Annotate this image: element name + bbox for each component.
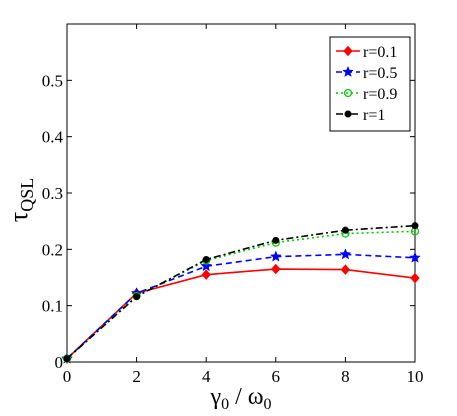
x-axis-symbol-1: γ xyxy=(209,384,221,410)
x-axis-separator: / ω xyxy=(229,384,263,410)
legend-marker xyxy=(343,88,353,98)
data-point xyxy=(272,236,280,244)
x-tick-label: 6 xyxy=(272,367,281,386)
series-1 xyxy=(61,248,421,364)
legend-marker xyxy=(344,110,352,118)
legend-label: r=1 xyxy=(363,107,385,124)
data-point xyxy=(409,251,421,263)
data-point xyxy=(341,226,349,234)
series-line xyxy=(66,268,416,360)
y-tick-label: 0.5 xyxy=(42,71,63,90)
y-tick-label: 0 xyxy=(55,353,64,372)
legend-entry: r=0.1 xyxy=(336,44,397,61)
legend-entry: r=0.5 xyxy=(336,65,397,82)
y-tick-label: 0.1 xyxy=(42,297,63,316)
x-tick-label: 2 xyxy=(132,367,141,386)
y-tick-label: 0.3 xyxy=(42,184,63,203)
legend-label: r=0.5 xyxy=(363,65,397,82)
series-2 xyxy=(62,227,420,363)
legend-entry: r=1 xyxy=(336,107,385,124)
legend-entry: r=0.9 xyxy=(336,86,397,103)
legend-box xyxy=(329,36,411,132)
data-point xyxy=(271,263,281,275)
data-point xyxy=(340,264,351,275)
data-point xyxy=(202,255,210,263)
y-axis-sub: QSL xyxy=(17,178,37,212)
data-point xyxy=(201,269,211,280)
legend-marker xyxy=(342,65,354,77)
data-point xyxy=(410,272,420,284)
series-3 xyxy=(63,222,419,363)
y-tick-label: 0.2 xyxy=(42,240,63,259)
series-line xyxy=(66,224,416,360)
legend-label: r=0.1 xyxy=(363,44,397,61)
data-point xyxy=(269,250,282,262)
legend: r=0.1 r=0.5 r=0.9 r=1 xyxy=(329,36,411,132)
data-point xyxy=(63,355,71,363)
x-axis-title: γ0 / ω0 xyxy=(209,384,271,413)
x-tick-label: 4 xyxy=(202,367,211,386)
data-point xyxy=(133,293,141,301)
x-tick-label: 8 xyxy=(341,367,350,386)
y-tick-label: 0.4 xyxy=(42,128,64,147)
x-axis-sub-1: 0 xyxy=(221,396,229,413)
y-axis-title: τQSL xyxy=(4,178,37,222)
series-line xyxy=(66,230,416,360)
data-point xyxy=(339,248,352,260)
data-point xyxy=(200,260,213,272)
series-layer xyxy=(61,222,421,364)
series-line xyxy=(66,253,416,360)
x-axis-sub-2: 0 xyxy=(264,396,272,413)
axis-ticks: 0 2 4 6 8 10 0 0.1 0.2 0.3 0.4 0.5 xyxy=(42,24,424,386)
legend-label: r=0.9 xyxy=(363,86,397,103)
x-tick-label: 0 xyxy=(63,367,72,386)
y-axis-symbol: τ xyxy=(4,212,33,222)
data-point xyxy=(411,222,419,230)
legend-marker xyxy=(343,45,353,57)
x-tick-label: 10 xyxy=(407,367,424,386)
